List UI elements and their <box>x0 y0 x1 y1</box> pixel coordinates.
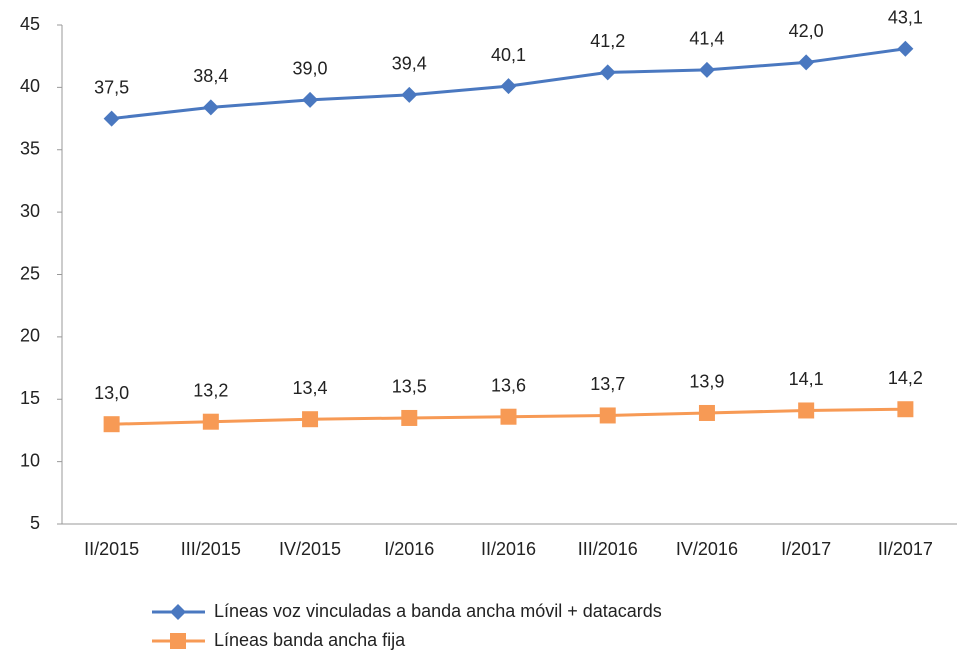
value-label: 40,1 <box>491 45 526 65</box>
marker <box>500 408 517 425</box>
legend-label: Líneas voz vinculadas a banda ancha móvi… <box>214 601 662 621</box>
y-tick-label: 40 <box>20 76 40 96</box>
marker <box>500 78 517 95</box>
value-label: 14,2 <box>888 368 923 388</box>
x-tick-label: III/2015 <box>181 539 241 559</box>
x-tick-label: I/2016 <box>384 539 434 559</box>
value-label: 13,0 <box>94 383 129 403</box>
value-label: 38,4 <box>193 66 228 86</box>
marker <box>698 61 715 78</box>
value-label: 42,0 <box>789 21 824 41</box>
y-tick-label: 35 <box>20 139 40 159</box>
marker <box>698 404 715 421</box>
y-tick-label: 15 <box>20 388 40 408</box>
marker <box>170 604 186 620</box>
marker <box>897 401 914 418</box>
value-label: 13,9 <box>689 372 724 392</box>
marker <box>202 99 219 116</box>
value-label: 13,5 <box>392 377 427 397</box>
marker <box>202 413 219 430</box>
value-label: 13,4 <box>293 378 328 398</box>
marker <box>103 110 120 127</box>
value-label: 39,0 <box>293 59 328 79</box>
y-tick-label: 10 <box>20 450 40 470</box>
x-tick-label: IV/2015 <box>279 539 341 559</box>
value-label: 41,4 <box>689 29 724 49</box>
value-label: 13,6 <box>491 375 526 395</box>
y-tick-label: 5 <box>30 513 40 533</box>
x-tick-label: I/2017 <box>781 539 831 559</box>
marker <box>798 402 815 419</box>
x-tick-label: II/2017 <box>878 539 933 559</box>
x-tick-label: III/2016 <box>578 539 638 559</box>
x-tick-label: II/2015 <box>84 539 139 559</box>
marker <box>798 54 815 71</box>
x-tick-label: II/2016 <box>481 539 536 559</box>
marker <box>401 409 418 426</box>
marker <box>599 64 616 81</box>
marker <box>401 86 418 103</box>
marker <box>170 633 186 649</box>
value-label: 13,7 <box>590 374 625 394</box>
marker <box>103 416 120 433</box>
marker <box>897 40 914 57</box>
value-label: 37,5 <box>94 77 129 97</box>
marker <box>302 411 319 428</box>
y-tick-label: 30 <box>20 201 40 221</box>
legend-label: Líneas banda ancha fija <box>214 630 406 650</box>
y-tick-label: 25 <box>20 263 40 283</box>
value-label: 43,1 <box>888 7 923 27</box>
value-label: 39,4 <box>392 54 427 74</box>
marker <box>302 91 319 108</box>
marker <box>599 407 616 424</box>
value-label: 41,2 <box>590 31 625 51</box>
y-tick-label: 20 <box>20 326 40 346</box>
value-label: 13,2 <box>193 380 228 400</box>
value-label: 14,1 <box>789 369 824 389</box>
x-tick-label: IV/2016 <box>676 539 738 559</box>
y-tick-label: 45 <box>20 14 40 34</box>
